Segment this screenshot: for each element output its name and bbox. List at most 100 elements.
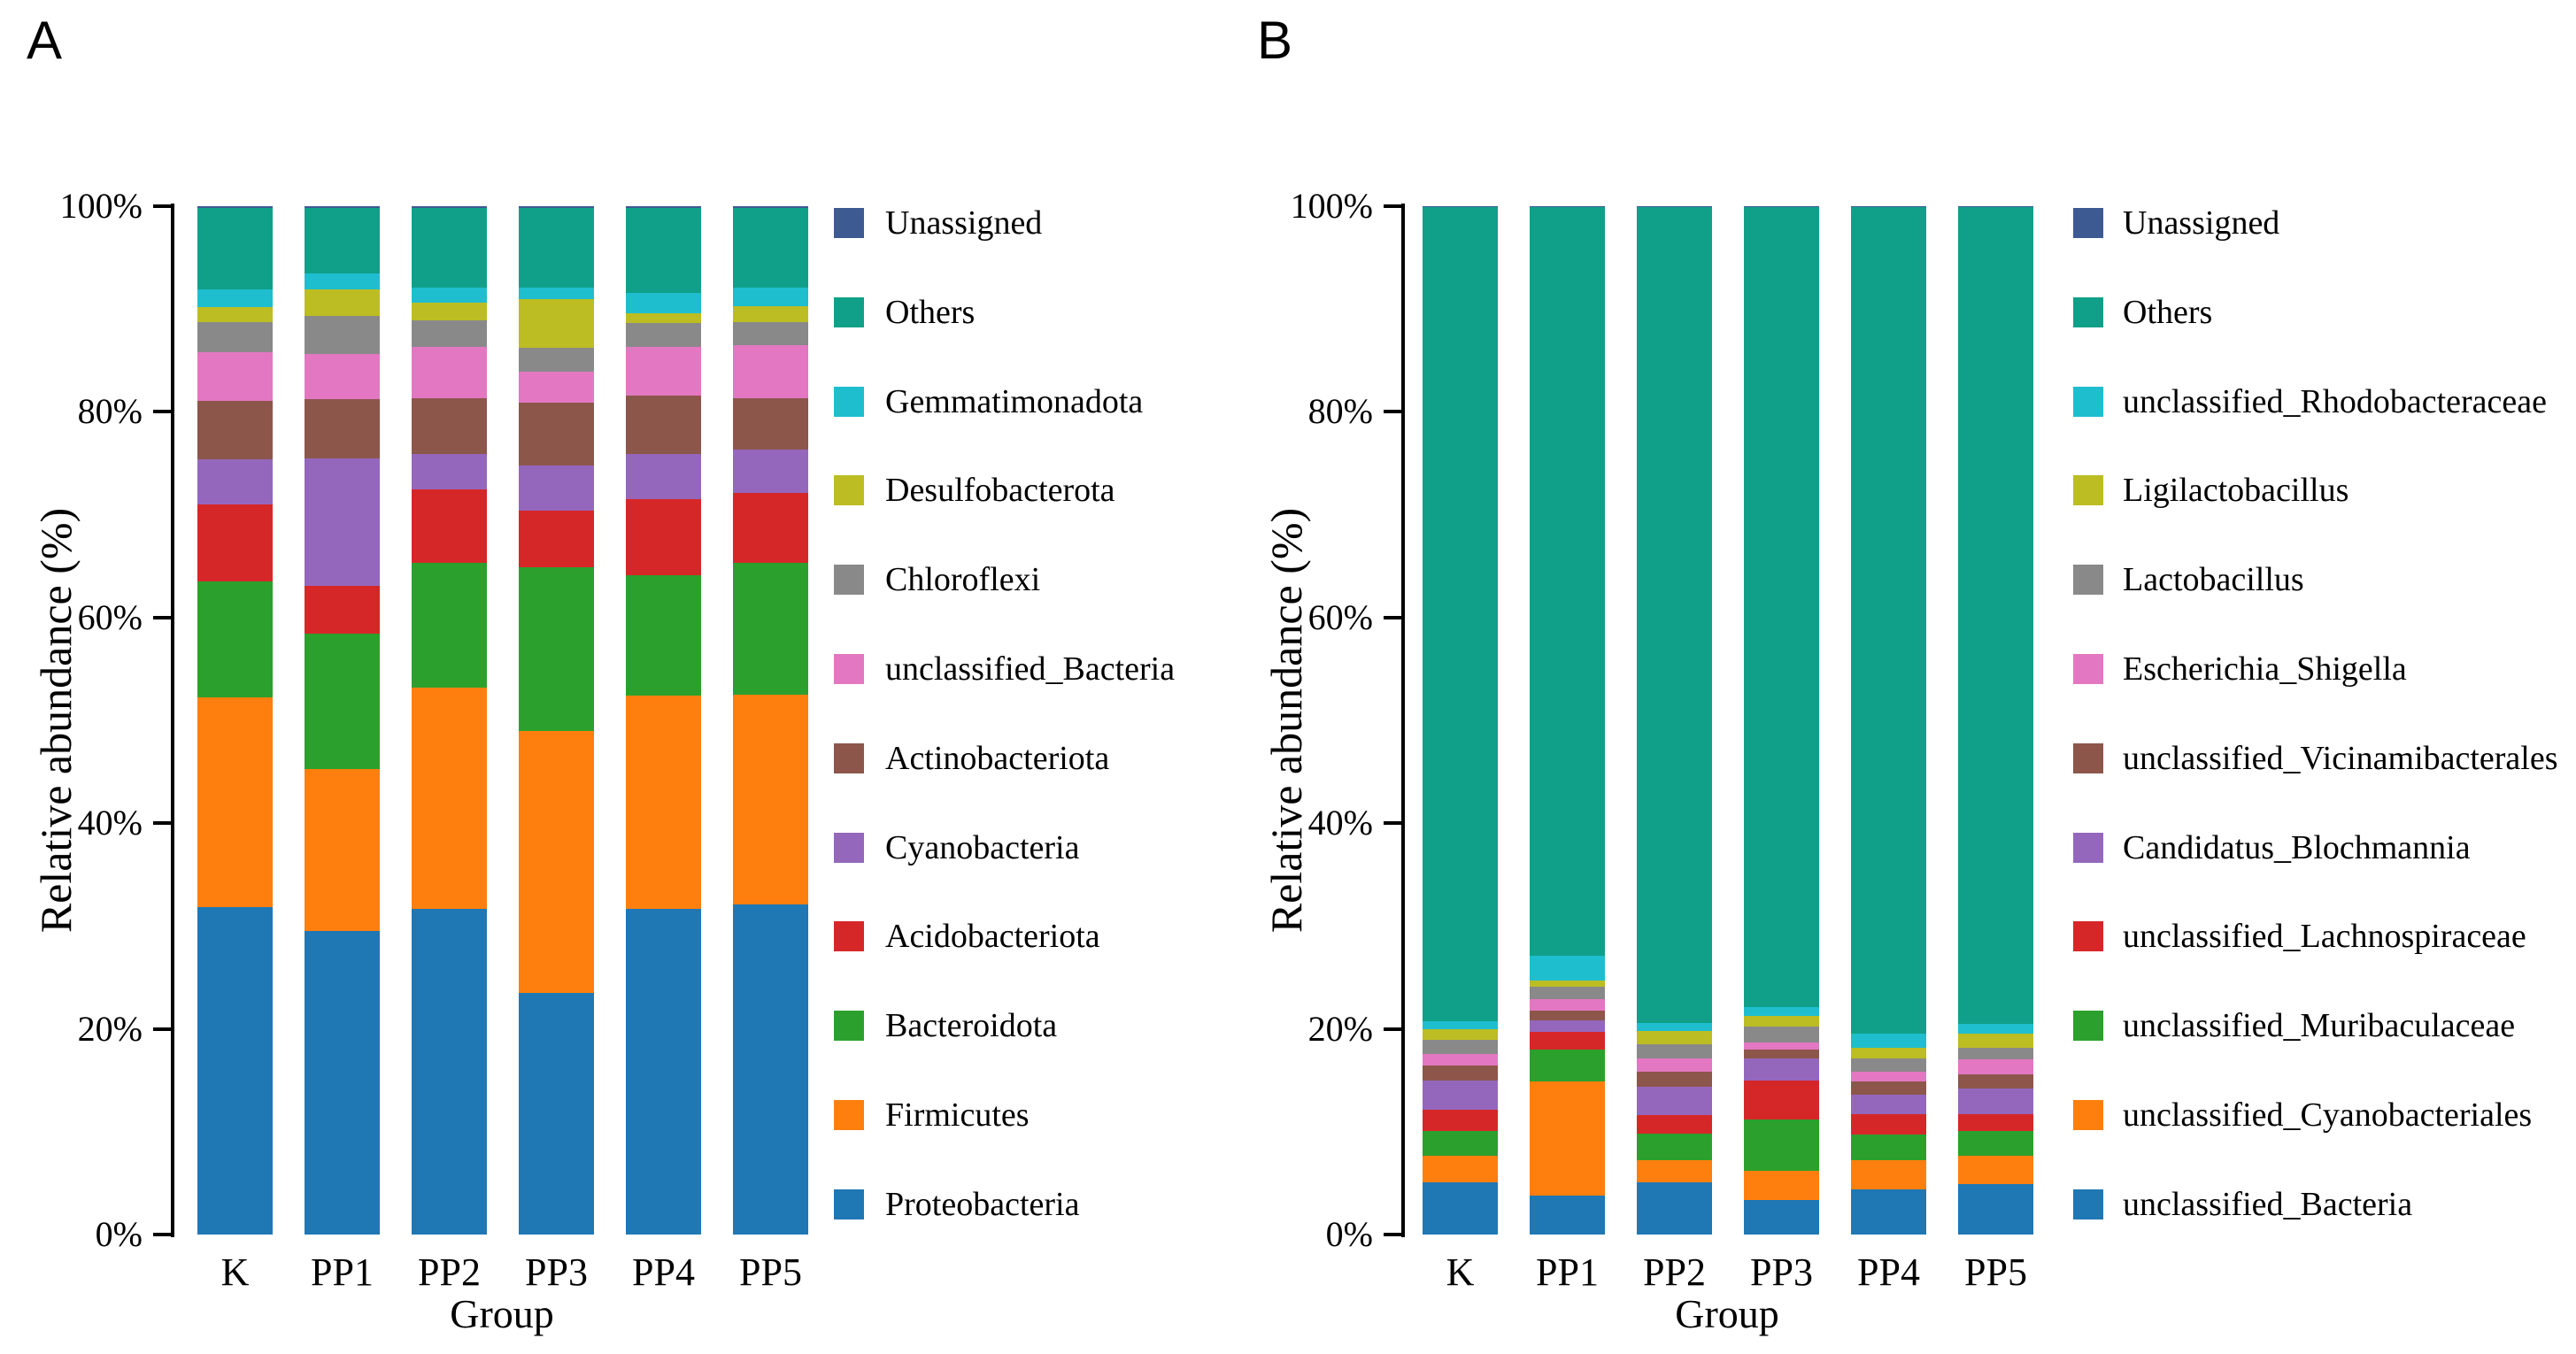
panel-a-k-segment-firmicutes — [197, 697, 273, 908]
panel-b-pp4-segment-unclassified-vicinamibacterales — [1851, 1081, 1926, 1095]
panel-b-legend-swatch-unassigned — [2073, 208, 2103, 238]
panel-a-k-segment-desulfobacterota — [197, 306, 273, 323]
panel-a-k-segment-gemmatimonadota — [197, 289, 273, 307]
panel-a-pp4-segment-unclassified-bacteria — [626, 347, 701, 396]
panel-b-y-tick-label-0: 0% — [1325, 1214, 1373, 1254]
panel-a-legend-swatch-chloroflexi — [834, 565, 864, 596]
panel-a-pp3-segment-unassigned — [519, 206, 594, 208]
panel-a-legend-label-proteobacteria: Proteobacteria — [885, 1185, 1080, 1223]
panel-a-pp5-segment-others — [733, 207, 808, 288]
panel-a-pp4-segment-unassigned — [626, 206, 701, 208]
panel-b-pp3-segment-candidatus-blochmannia — [1744, 1058, 1819, 1081]
panel-b-pp1-segment-unclassified-muribaculaceae — [1530, 1049, 1605, 1081]
panel-a-pp4-segment-cyanobacteria — [626, 454, 701, 500]
panel-b-pp5-segment-unclassified-rhodobacteraceae — [1958, 1023, 2033, 1035]
panel-a-pp3-segment-cyanobacteria — [519, 465, 594, 511]
panel-b-pp5-segment-unclassified-cyanobacteriales — [1958, 1155, 2033, 1185]
panel-a-y-tick-80 — [153, 410, 171, 414]
panel-a-y-tick-60 — [153, 615, 171, 619]
panel-b-pp5-segment-unclassified-muribaculaceae — [1958, 1130, 2033, 1156]
panel-b-k-segment-escherichia-shigella — [1423, 1053, 1498, 1066]
panel-b-pp2-segment-unclassified-rhodobacteraceae — [1637, 1022, 1712, 1031]
panel-a-pp5-segment-actinobacteriota — [733, 398, 808, 450]
panel-b-pp3-segment-unclassified-muribaculaceae — [1744, 1119, 1819, 1171]
panel-b-pp2-segment-unclassified-lachnospiraceae — [1637, 1115, 1712, 1135]
panel-b-k-segment-others — [1423, 207, 1498, 1022]
panel-a-legend-label-gemmatimonadota: Gemmatimonadota — [885, 382, 1144, 420]
panel-b-pp1-segment-escherichia-shigella — [1530, 998, 1605, 1011]
panel-a-letter: A — [27, 11, 63, 70]
panel-b-legend-swatch-lactobacillus — [2073, 565, 2103, 596]
panel-a-y-tick-0 — [153, 1233, 171, 1236]
panel-b-k-segment-lactobacillus — [1423, 1040, 1498, 1054]
panel-b-bar-pp1 — [1530, 206, 1605, 1235]
panel-b-legend-label-unclassified-cyanobacteriales: unclassified_Cyanobacteriales — [2123, 1096, 2533, 1134]
panel-a-pp2-segment-unassigned — [412, 206, 487, 208]
panel-a-pp2-segment-others — [412, 207, 487, 288]
panel-a-legend-swatch-cyanobacteria — [834, 832, 864, 863]
panel-b-category-label-pp2: PP2 — [1643, 1250, 1706, 1294]
panel-b-legend-label-unassigned: Unassigned — [2123, 204, 2280, 242]
panel-b-pp3-segment-unassigned — [1744, 206, 1819, 208]
panel-a-pp1-segment-gemmatimonadota — [305, 273, 380, 290]
panel-b-k-segment-unclassified-rhodobacteraceae — [1423, 1021, 1498, 1029]
panel-a-pp2-segment-acidobacteriota — [412, 489, 487, 564]
panel-a-pp3-segment-unclassified-bacteria — [519, 372, 594, 403]
panel-a-pp2-segment-chloroflexi — [412, 320, 487, 348]
panel-a-pp3-segment-firmicutes — [519, 730, 594, 993]
panel-b-pp1-segment-unclassified-lachnospiraceae — [1530, 1032, 1605, 1050]
panel-b-k-segment-unclassified-cyanobacteriales — [1423, 1155, 1498, 1182]
panel-a-pp1-segment-desulfobacterota — [305, 289, 380, 317]
panel-b-pp3-segment-unclassified-vicinamibacterales — [1744, 1049, 1819, 1059]
panel-b-pp4-segment-unassigned — [1851, 206, 1926, 208]
panel-a-bar-k — [197, 206, 273, 1235]
panel-b-letter: B — [1257, 11, 1293, 70]
panel-b-pp2-segment-unclassified-cyanobacteriales — [1637, 1160, 1712, 1182]
panel-a-pp4-segment-acidobacteriota — [626, 499, 701, 576]
panel-b-pp4-segment-unclassified-cyanobacteriales — [1851, 1160, 1926, 1189]
panel-a-pp3-segment-acidobacteriota — [519, 510, 594, 567]
panel-a-legend-label-unassigned: Unassigned — [885, 204, 1043, 242]
panel-a-pp5-segment-unclassified-bacteria — [733, 344, 808, 399]
panel-b-y-axis-label: Relative abundance (%) — [1261, 507, 1311, 934]
panel-a-pp1-segment-bacteroidota — [305, 634, 380, 769]
panel-a-pp1-segment-acidobacteriota — [305, 585, 380, 635]
panel-a-legend-label-actinobacteriota: Actinobacteriota — [885, 739, 1110, 777]
panel-b-legend-swatch-unclassified-cyanobacteriales — [2073, 1100, 2103, 1130]
panel-b-pp5-segment-others — [1958, 207, 2033, 1024]
panel-b-legend-swatch-escherichia-shigella — [2073, 654, 2103, 684]
panel-b-pp3-segment-unclassified-lachnospiraceae — [1744, 1080, 1819, 1119]
panel-a-pp2-segment-actinobacteriota — [412, 398, 487, 455]
panel-b-legend-swatch-unclassified-bacteria — [2073, 1189, 2103, 1219]
panel-b-pp1-segment-unassigned — [1530, 206, 1605, 208]
panel-a-bar-pp5 — [733, 206, 808, 1235]
panel-b-legend-swatch-ligilactobacillus — [2073, 475, 2103, 506]
panel-b-pp4-segment-unclassified-muribaculaceae — [1851, 1135, 1926, 1161]
panel-a-y-tick-label-60: 60% — [77, 596, 143, 637]
panel-b-k-segment-unclassified-bacteria — [1423, 1181, 1498, 1235]
panel-b-pp5-segment-unassigned — [1958, 206, 2033, 208]
panel-b-pp5-segment-escherichia-shigella — [1958, 1059, 2033, 1074]
panel-b-pp4-segment-ligilactobacillus — [1851, 1047, 1926, 1059]
panel-b-pp3-segment-unclassified-cyanobacteriales — [1744, 1170, 1819, 1200]
panel-b-category-label-pp1: PP1 — [1536, 1250, 1599, 1294]
panel-a-k-segment-acidobacteriota — [197, 504, 273, 582]
panel-b-y-tick-label-100: 100% — [1290, 186, 1373, 226]
panel-b-pp1-segment-unclassified-vicinamibacterales — [1530, 1010, 1605, 1021]
panel-b-y-axis-line — [1401, 204, 1405, 1237]
panel-a-legend-label-unclassified-bacteria: unclassified_Bacteria — [885, 650, 1176, 688]
panel-b-y-tick-0 — [1384, 1233, 1401, 1236]
panel-a-legend-swatch-unassigned — [834, 208, 864, 238]
panel-a-category-label-k: K — [220, 1250, 250, 1294]
panel-b-y-tick-label-80: 80% — [1307, 391, 1373, 432]
panel-b-pp4-segment-escherichia-shigella — [1851, 1072, 1926, 1081]
panel-b-k-segment-unassigned — [1423, 206, 1498, 208]
panel-a-y-tick-label-80: 80% — [77, 391, 143, 432]
panel-b-pp2-segment-unclassified-vicinamibacterales — [1637, 1072, 1712, 1087]
panel-b-legend-label-others: Others — [2123, 293, 2213, 331]
panel-a-k-segment-unassigned — [197, 206, 273, 208]
panel-b-legend-label-candidatus-blochmannia: Candidatus_Blochmannia — [2123, 828, 2471, 866]
panel-b-pp2-segment-escherichia-shigella — [1637, 1058, 1712, 1073]
panel-a-bar-pp4 — [626, 206, 701, 1235]
panel-a-pp3-segment-bacteroidota — [519, 566, 594, 731]
